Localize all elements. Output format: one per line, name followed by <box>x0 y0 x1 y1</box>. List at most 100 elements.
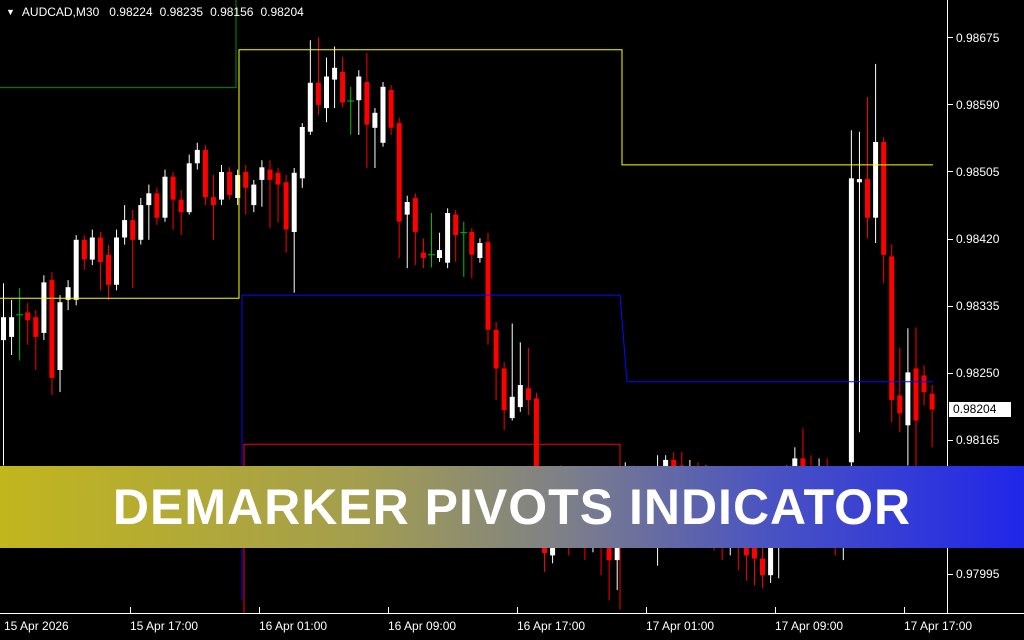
candle-body <box>283 182 289 230</box>
candle-body <box>41 282 47 333</box>
candle-body <box>210 197 216 206</box>
candle-body <box>332 67 338 80</box>
candle-body <box>404 202 410 215</box>
candle-body <box>856 179 862 183</box>
candle-body <box>324 76 329 109</box>
candle-body <box>881 142 887 255</box>
candle-body <box>122 220 128 238</box>
time-axis-label: 16 Apr 17:00 <box>517 619 586 633</box>
time-axis-label: 15 Apr 17:00 <box>130 619 199 633</box>
quote-open: 0.98224 <box>109 5 153 19</box>
candle-body <box>493 329 499 369</box>
candle-body <box>420 252 426 258</box>
price-axis-label: 0.98420 <box>956 232 1000 247</box>
candle-body <box>921 375 927 393</box>
candle-body <box>114 237 119 285</box>
candle-body <box>130 220 136 240</box>
price-axis-tick <box>948 104 953 106</box>
candle-body <box>768 545 774 576</box>
candle-body <box>485 242 491 330</box>
candle-body <box>25 312 31 321</box>
price-axis-border <box>947 0 948 613</box>
time-axis-tick <box>388 607 389 613</box>
quote-bar: ▼ AUDCAD,M30 0.98224 0.98235 0.98156 0.9… <box>6 5 311 19</box>
candle-body <box>533 398 539 501</box>
candle-body <box>396 123 402 222</box>
candle-body <box>49 280 55 378</box>
price-axis-tick <box>948 573 953 575</box>
time-axis-label: 16 Apr 01:00 <box>259 619 328 633</box>
candle-body <box>57 302 63 370</box>
candle-body <box>81 239 87 260</box>
candle-body <box>929 393 935 410</box>
price-axis-label: 0.97995 <box>956 567 1000 582</box>
pivot-green <box>0 0 237 89</box>
candle-body <box>848 178 854 463</box>
price-axis-tick <box>948 37 953 39</box>
candle-body <box>170 176 176 200</box>
candle-body <box>307 82 313 132</box>
candle-body <box>865 179 870 218</box>
symbol-dropdown-icon[interactable]: ▼ <box>6 7 15 17</box>
candle-body <box>913 368 919 421</box>
pivot-yellow <box>0 49 933 299</box>
time-axis-tick <box>259 607 260 613</box>
candle-body <box>106 254 111 285</box>
candle-body <box>243 172 249 188</box>
time-axis-label: 17 Apr 01:00 <box>646 619 715 633</box>
candle-body <box>73 239 79 300</box>
time-axis-tick <box>130 607 131 613</box>
candle-body <box>437 250 442 258</box>
candle-body <box>315 82 321 105</box>
candle-body <box>760 558 765 576</box>
time-axis-tick <box>646 607 647 613</box>
candle-body <box>340 71 346 103</box>
pivot-blue <box>241 294 933 601</box>
price-axis-label: 0.98335 <box>956 299 1000 314</box>
candle-body <box>9 317 15 337</box>
current-price-tag: 0.98204 <box>949 401 1011 417</box>
candle-body <box>162 176 168 218</box>
time-axis-label: 16 Apr 09:00 <box>388 619 457 633</box>
candle-body <box>259 167 265 180</box>
price-axis-tick <box>948 305 953 307</box>
price-axis-label: 0.98250 <box>956 366 1000 381</box>
candle-body <box>453 214 459 236</box>
candle-body <box>469 231 475 255</box>
time-axis-label: 17 Apr 17:00 <box>904 619 973 633</box>
candle-body <box>97 237 103 262</box>
price-axis-label: 0.98505 <box>956 164 1000 179</box>
candle-body <box>388 89 394 128</box>
candle-body <box>227 172 233 195</box>
candle-body <box>235 175 241 198</box>
time-axis-label: 15 Apr 2026 <box>4 619 69 633</box>
candle-body <box>525 388 531 400</box>
candle-body <box>873 142 879 218</box>
quote-low: 0.98156 <box>210 5 254 19</box>
quote-high: 0.98235 <box>159 5 204 19</box>
candle-body <box>202 149 208 198</box>
candle-body <box>291 172 297 232</box>
candle-body <box>219 172 224 200</box>
candle-body <box>275 172 281 185</box>
candle-body <box>356 76 362 101</box>
candle-body <box>178 199 184 213</box>
time-axis-border <box>0 613 1024 614</box>
candle-body <box>905 372 911 426</box>
candle-body <box>65 287 71 300</box>
candle-body <box>146 193 152 206</box>
time-axis-label: 17 Apr 09:00 <box>775 619 844 633</box>
candle-body <box>606 545 612 561</box>
candle-body <box>267 169 273 180</box>
candle-body <box>299 127 305 179</box>
time-axis-tick <box>517 607 518 613</box>
candle-body <box>138 205 144 240</box>
price-axis-label: 0.98675 <box>956 30 1000 45</box>
price-axis-tick <box>948 439 953 441</box>
banner-title: DEMARKER PIVOTS INDICATOR <box>112 479 912 535</box>
price-axis-label: 0.98590 <box>956 97 1000 112</box>
candle-body <box>372 112 378 128</box>
indicator-banner: DEMARKER PIVOTS INDICATOR <box>0 466 1024 548</box>
candle-body <box>380 86 386 143</box>
